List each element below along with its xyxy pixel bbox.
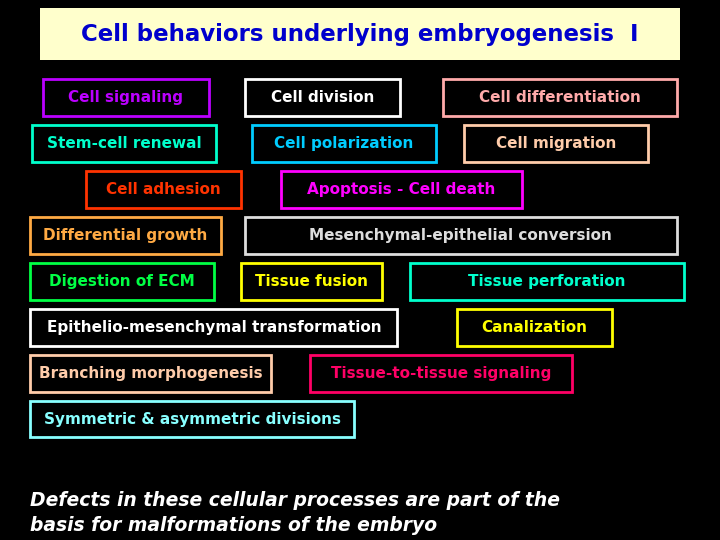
Bar [30, 263, 214, 300]
Bar [86, 171, 241, 208]
Bar [43, 79, 209, 116]
Bar [241, 263, 382, 300]
Text: Cell behaviors underlying embryogenesis  I: Cell behaviors underlying embryogenesis … [81, 23, 639, 45]
Text: Apoptosis - Cell death: Apoptosis - Cell death [307, 182, 495, 197]
Bar [457, 309, 612, 346]
Text: Symmetric & asymmetric divisions: Symmetric & asymmetric divisions [44, 411, 341, 427]
Bar [30, 309, 397, 346]
Text: Branching morphogenesis: Branching morphogenesis [39, 366, 263, 381]
Text: Cell polarization: Cell polarization [274, 136, 413, 151]
Text: Epithelio-mesenchymal transformation: Epithelio-mesenchymal transformation [47, 320, 381, 335]
Bar [30, 401, 354, 437]
Text: Digestion of ECM: Digestion of ECM [49, 274, 195, 289]
Text: Cell division: Cell division [271, 90, 374, 105]
Bar [464, 125, 648, 162]
Bar [245, 79, 400, 116]
Bar [252, 125, 436, 162]
Bar [245, 217, 677, 254]
Bar [310, 355, 572, 392]
Bar [30, 355, 271, 392]
Text: Cell differentiation: Cell differentiation [479, 90, 641, 105]
Text: Tissue perforation: Tissue perforation [469, 274, 626, 289]
Text: Stem-cell renewal: Stem-cell renewal [47, 136, 202, 151]
Text: Defects in these cellular processes are part of the
basis for malformations of t: Defects in these cellular processes are … [30, 491, 560, 535]
Text: Differential growth: Differential growth [43, 228, 208, 243]
Text: Canalization: Canalization [482, 320, 588, 335]
Bar [443, 79, 677, 116]
Text: Tissue fusion: Tissue fusion [255, 274, 368, 289]
Text: Tissue-to-tissue signaling: Tissue-to-tissue signaling [330, 366, 552, 381]
Text: Cell signaling: Cell signaling [68, 90, 184, 105]
Text: Cell adhesion: Cell adhesion [107, 182, 221, 197]
Text: Cell migration: Cell migration [496, 136, 616, 151]
Bar [410, 263, 684, 300]
Text: Mesenchymal-epithelial conversion: Mesenchymal-epithelial conversion [310, 228, 612, 243]
Bar [40, 8, 680, 60]
Bar [32, 125, 216, 162]
Bar [30, 217, 221, 254]
Bar [281, 171, 522, 208]
